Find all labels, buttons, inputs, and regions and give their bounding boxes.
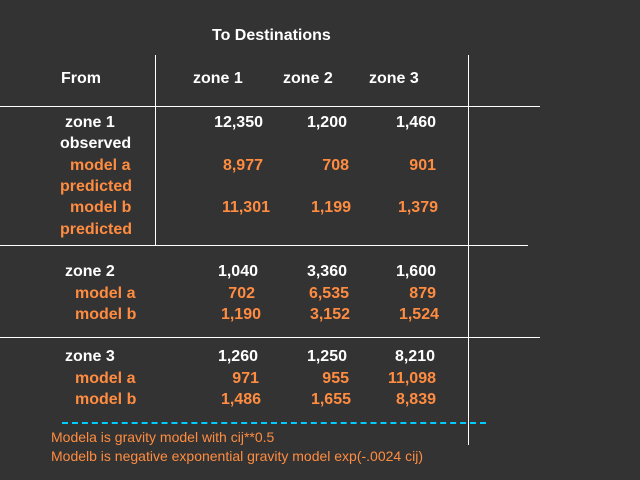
zone-2-model-b-z1: 1,190 [220, 306, 261, 323]
zone-1-model-b-z1: 11,301 [221, 199, 270, 216]
zone-1-model-a-label: model a [70, 157, 131, 174]
header-separator [0, 106, 540, 107]
table-title: To Destinations [212, 27, 331, 44]
header-zone-2: zone 2 [283, 70, 333, 87]
zone-2-separator [0, 337, 540, 338]
zone-1-observed-z3: 1,460 [395, 114, 436, 131]
zone-1-model-a-z1: 8,977 [222, 157, 263, 174]
zone-1-observed-z1: 12,350 [214, 114, 263, 131]
zone-2-model-a-z1: 702 [228, 285, 255, 302]
zone-2-observed-z3: 1,600 [395, 263, 436, 280]
zone-1-observed-label: observed [60, 135, 132, 152]
zone-2-model-a-z2: 6,535 [308, 285, 349, 302]
zone-2-model-b-z3: 1,524 [398, 306, 439, 323]
zone-1-model-b-suffix: predicted [60, 221, 133, 238]
zone-3-model-a-z2: 955 [322, 370, 349, 387]
zone-2-model-b-label: model b [75, 306, 137, 323]
zone-1-separator [0, 245, 528, 246]
zone-1-model-a-z2: 708 [322, 157, 349, 174]
zone-3-model-b-z2: 1,655 [310, 391, 351, 408]
zone-3-observed-z2: 1,250 [306, 348, 347, 365]
dashed-separator [62, 422, 486, 424]
vertical-rule-left-upper [155, 55, 156, 245]
zone-2-model-a-label: model a [75, 285, 136, 302]
zone-3-model-b-z1: 1,486 [220, 391, 261, 408]
zone-2-model-b-z2: 3,152 [309, 306, 350, 323]
zone-3-observed-z3: 8,210 [394, 348, 435, 365]
zone-2-label: zone 2 [65, 263, 115, 280]
zone-2-observed-z1: 1,040 [217, 263, 258, 280]
zone-1-model-a-suffix: predicted [60, 178, 133, 195]
vertical-rule-right [468, 55, 469, 445]
zone-1-model-b-label: model b [70, 199, 132, 216]
header-from: From [61, 70, 101, 87]
footnote-model-b: Modelb is negative exponential gravity m… [51, 448, 423, 464]
zone-3-model-b-z3: 8,839 [395, 391, 436, 408]
zone-1-observed-z2: 1,200 [306, 114, 347, 131]
zone-3-model-a-z3: 11,098 [387, 370, 436, 387]
zone-1-model-a-z3: 901 [409, 157, 436, 174]
zone-3-model-a-z1: 971 [232, 370, 259, 387]
zone-1-label: zone 1 [65, 114, 115, 131]
header-zone-3: zone 3 [369, 70, 419, 87]
zone-1-model-b-z2: 1,199 [310, 199, 351, 216]
zone-3-label: zone 3 [65, 348, 115, 365]
footnote-model-a: Modela is gravity model with cij**0.5 [51, 429, 275, 445]
zone-2-model-a-z3: 879 [409, 285, 436, 302]
zone-1-model-b-z3: 1,379 [397, 199, 438, 216]
zone-2-observed-z2: 3,360 [306, 263, 347, 280]
zone-3-model-b-label: model b [75, 391, 137, 408]
zone-3-model-a-label: model a [75, 370, 136, 387]
header-zone-1: zone 1 [193, 70, 243, 87]
zone-3-observed-z1: 1,260 [217, 348, 258, 365]
